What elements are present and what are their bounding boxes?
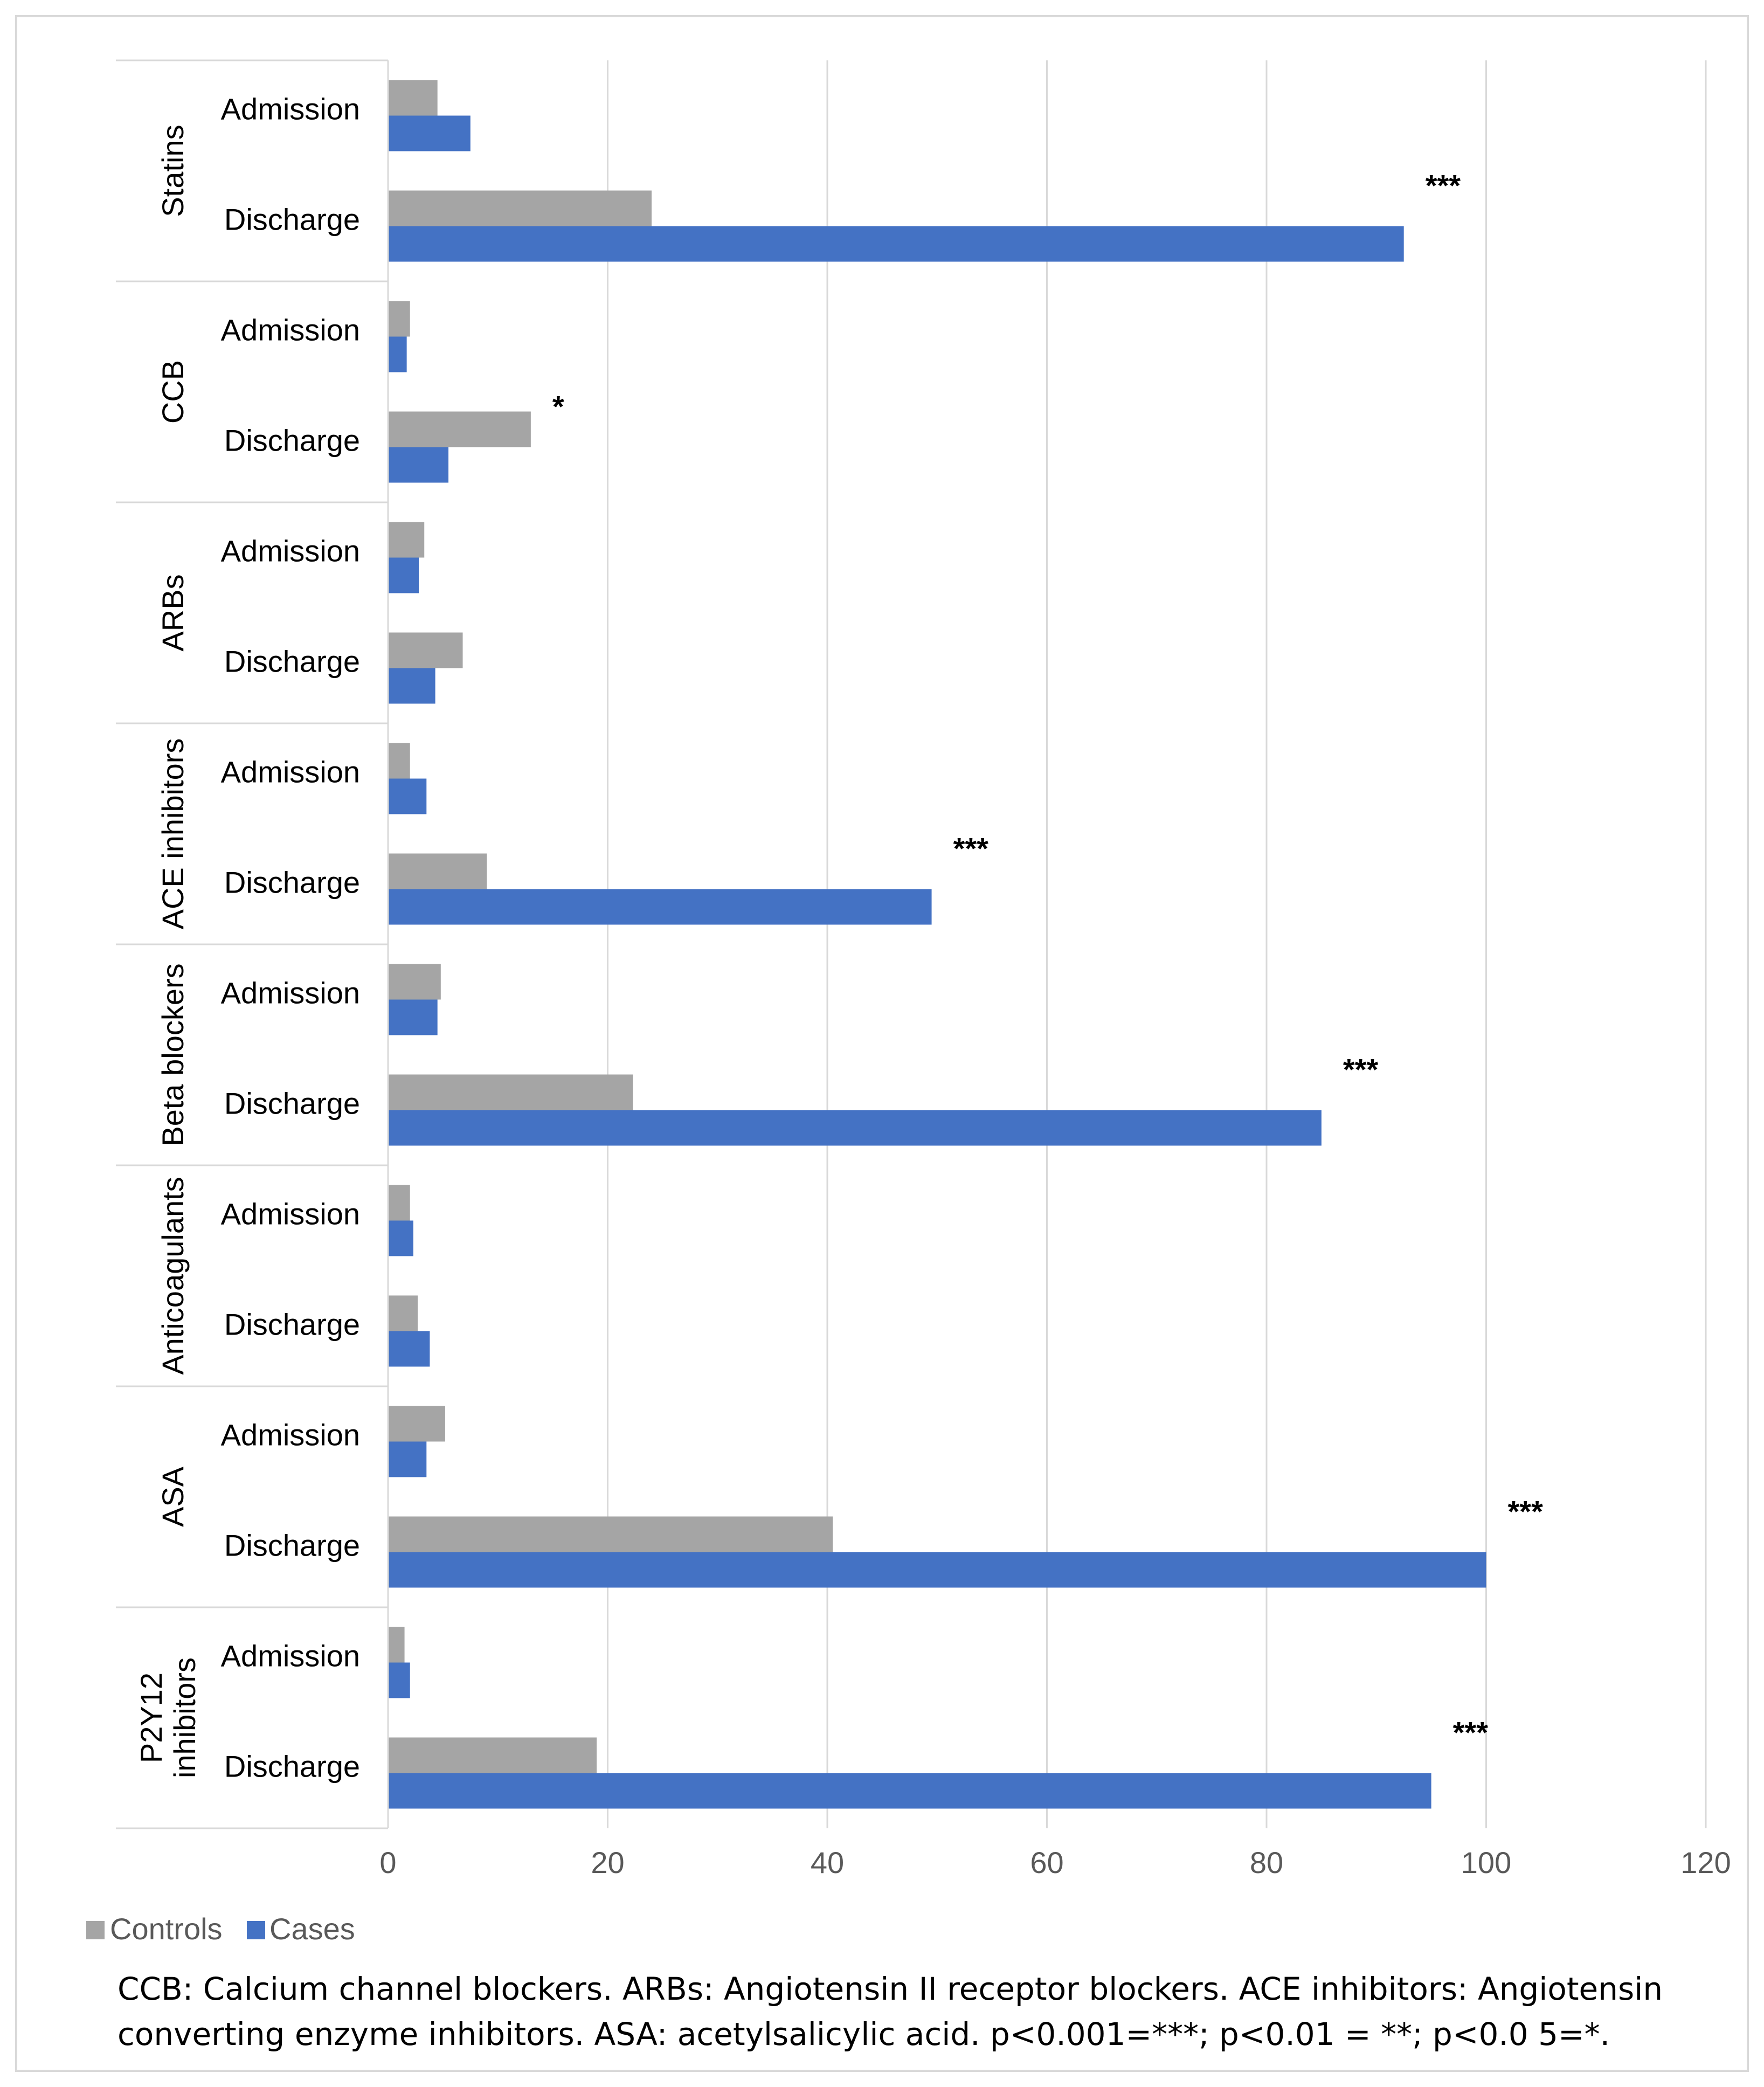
bar-cases bbox=[388, 1773, 1431, 1809]
group-label: ARBs bbox=[156, 574, 190, 651]
subcategory-label: Discharge bbox=[224, 1749, 360, 1783]
bar-cases bbox=[388, 447, 449, 483]
group-label: CCB bbox=[156, 360, 190, 424]
bar-controls bbox=[388, 964, 441, 1000]
legend-label-controls: Controls bbox=[110, 1912, 223, 1946]
significance-marker: * bbox=[552, 390, 564, 424]
subcategory-label: Discharge bbox=[224, 1307, 360, 1341]
category-labels: Admission Discharge *** Statins Admission Dis… bbox=[116, 59, 1544, 1829]
significance-marker: *** bbox=[1426, 169, 1461, 203]
bar-cases bbox=[388, 778, 427, 814]
group-label: ACE inhibitors bbox=[156, 738, 190, 930]
bar-cases bbox=[388, 336, 407, 372]
bar-controls bbox=[388, 1737, 597, 1773]
legend-swatch-controls bbox=[86, 1921, 105, 1939]
subcategory-label: Admission bbox=[221, 976, 360, 1010]
bar-controls bbox=[388, 1074, 633, 1110]
bar-controls bbox=[388, 522, 425, 558]
figure-caption: CCB: Calcium channel blockers. ARBs: Ang… bbox=[117, 1966, 1724, 2057]
group-label: Statins bbox=[156, 125, 190, 217]
bar-controls bbox=[388, 411, 531, 447]
x-axis: 0 20 40 60 80 100 120 bbox=[379, 60, 1731, 1879]
subcategory-label: Admission bbox=[221, 1197, 360, 1231]
bar-controls bbox=[388, 80, 438, 116]
significance-marker: *** bbox=[1453, 1716, 1489, 1750]
bar-controls bbox=[388, 1185, 410, 1221]
subcategory-label: Admission bbox=[221, 755, 360, 789]
bar-controls bbox=[388, 301, 410, 337]
bar-cases bbox=[388, 1552, 1486, 1588]
subcategory-label: Discharge bbox=[224, 865, 360, 899]
legend: Controls Cases bbox=[86, 1912, 355, 1946]
bar-cases bbox=[388, 668, 435, 704]
bar-cases bbox=[388, 226, 1404, 262]
bar-controls bbox=[388, 632, 463, 668]
bar-controls bbox=[388, 1516, 833, 1552]
x-tick-label: 80 bbox=[1250, 1846, 1283, 1879]
group-label: ASA bbox=[156, 1466, 190, 1527]
bar-cases bbox=[388, 1110, 1322, 1146]
subcategory-label: Admission bbox=[221, 92, 360, 126]
bar-cases bbox=[388, 1331, 430, 1367]
bar-controls bbox=[388, 1295, 418, 1331]
x-tick-label: 100 bbox=[1461, 1846, 1511, 1879]
subcategory-label: Discharge bbox=[224, 423, 360, 457]
subcategory-label: Discharge bbox=[224, 644, 360, 678]
legend-label-cases: Cases bbox=[269, 1912, 355, 1946]
group-label: Anticoagulants bbox=[156, 1177, 190, 1374]
subcategory-label: Admission bbox=[221, 313, 360, 347]
subcategory-label: Admission bbox=[221, 534, 360, 568]
bar-cases bbox=[388, 557, 419, 593]
subcategory-label: Admission bbox=[221, 1639, 360, 1673]
x-tick-label: 60 bbox=[1030, 1846, 1063, 1879]
subcategory-label: Admission bbox=[221, 1418, 360, 1452]
subcategory-label: Discharge bbox=[224, 1086, 360, 1120]
x-tick-label: 0 bbox=[379, 1846, 396, 1879]
group-label-line: inhibitors bbox=[168, 1657, 202, 1778]
bar-cases bbox=[388, 1662, 410, 1698]
caption-line-2: converting enzyme inhibitors. ASA: acety… bbox=[117, 2016, 1610, 2053]
x-tick-label: 40 bbox=[811, 1846, 844, 1879]
subcategory-label: Discharge bbox=[224, 1528, 360, 1562]
bar-controls bbox=[388, 190, 652, 226]
bar-cases bbox=[388, 999, 438, 1035]
bar-cases bbox=[388, 1441, 427, 1477]
significance-marker: *** bbox=[953, 832, 989, 866]
legend-swatch-cases bbox=[247, 1921, 265, 1939]
significance-marker: *** bbox=[1343, 1053, 1379, 1087]
group-label: Beta blockers bbox=[156, 963, 190, 1146]
bar-controls bbox=[388, 853, 487, 889]
group-label-line: P2Y12 bbox=[134, 1673, 168, 1763]
bar-series bbox=[388, 80, 1486, 1809]
caption-line-1: CCB: Calcium channel blockers. ARBs: Ang… bbox=[117, 1971, 1663, 2007]
bar-controls bbox=[388, 1406, 445, 1442]
bar-cases bbox=[388, 1220, 413, 1256]
bar-controls bbox=[388, 743, 410, 779]
significance-marker: *** bbox=[1508, 1495, 1544, 1529]
subcategory-label: Discharge bbox=[224, 202, 360, 236]
horizontal-bar-chart: Admission Discharge *** Statins Admission Dis… bbox=[86, 59, 1731, 1946]
bar-cases bbox=[388, 115, 471, 151]
x-tick-label: 120 bbox=[1680, 1846, 1731, 1879]
x-tick-label: 20 bbox=[591, 1846, 624, 1879]
group-label: P2Y12inhibitors bbox=[134, 1657, 202, 1778]
figure-frame bbox=[15, 15, 1749, 2072]
bar-controls bbox=[388, 1627, 405, 1663]
bar-cases bbox=[388, 889, 932, 925]
